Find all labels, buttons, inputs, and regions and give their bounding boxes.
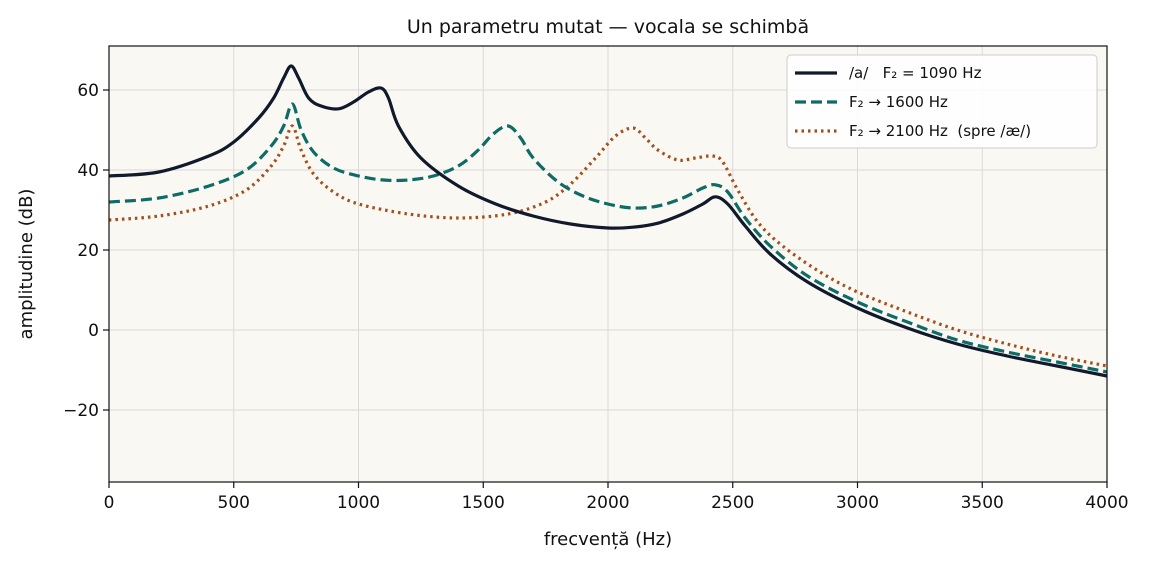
y-tick-label: 0 [88, 321, 99, 341]
legend-entry-label: F₂ → 2100 Hz (spre /æ/) [849, 122, 1031, 140]
x-tick-label: 0 [104, 493, 115, 513]
y-tick-label: 60 [77, 81, 99, 101]
x-tick-label: 3500 [961, 493, 1004, 513]
y-axis: −20 0 20 40 60 [63, 81, 109, 421]
x-axis: 0 500 1000 1500 2000 2500 3000 3500 4000 [104, 482, 1129, 513]
x-tick-label: 1000 [337, 493, 380, 513]
x-tick-label: 2500 [711, 493, 754, 513]
series-line [108, 102, 1108, 374]
x-tick-label: 3000 [836, 493, 879, 513]
x-tick-label: 2000 [586, 493, 629, 513]
x-tick-label: 1500 [462, 493, 505, 513]
legend-entry-label: /a/ F₂ = 1090 Hz [849, 64, 982, 82]
legend-box [786, 54, 1098, 149]
y-tick-label: 40 [77, 161, 99, 181]
y-tick-label: −20 [63, 401, 99, 421]
legend-entry-label: F₂ → 1600 Hz [849, 93, 948, 111]
series-line [108, 64, 1108, 378]
legend: /a/ F₂ = 1090 Hz F₂ → 1600 Hz F₂ → 2100 Hz… [786, 54, 1098, 149]
x-axis-label: frecvență (Hz) [544, 529, 672, 550]
x-tick-label: 500 [218, 493, 250, 513]
series-group [108, 64, 1108, 378]
x-tick-label: 4000 [1085, 493, 1128, 513]
y-tick-label: 20 [77, 241, 99, 261]
chart-title: Un parametru mutat — vocala se schimbă [407, 16, 809, 38]
y-axis-label: amplitudine (dB) [16, 189, 37, 340]
